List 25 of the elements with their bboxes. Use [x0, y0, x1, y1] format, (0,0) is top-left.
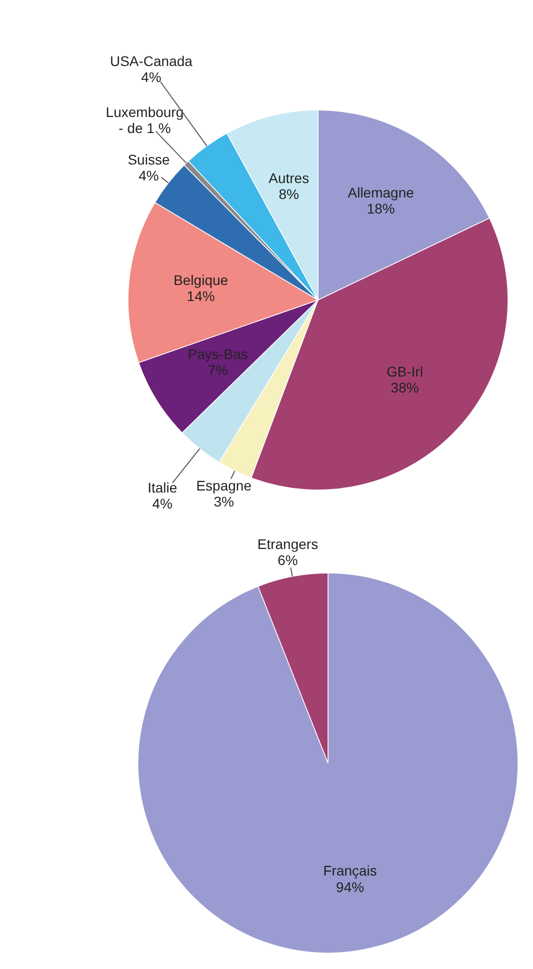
data-label: 6%: [278, 552, 298, 568]
data-label: 4%: [141, 69, 162, 86]
slice-label: Belgique: [174, 272, 228, 288]
data-label: 4%: [138, 168, 159, 184]
slice-label: Suisse: [128, 151, 170, 168]
data-label: 94%: [336, 878, 364, 895]
slice-label: Allemagne: [348, 184, 414, 200]
data-label: 18%: [366, 200, 395, 216]
pie-slice: [138, 572, 518, 954]
slice-label: USA-Canada: [110, 52, 193, 69]
slice-label: Français: [323, 862, 377, 879]
data-label: 14%: [186, 288, 215, 304]
data-label: - de 1 %: [118, 120, 171, 136]
slice-label: Espagne: [196, 477, 252, 494]
slice-label: Autres: [268, 170, 310, 186]
slice-label: Italie: [148, 480, 178, 496]
slice-label: Pays-Bas: [188, 346, 248, 362]
slice-label: Etrangers: [257, 536, 318, 552]
data-label: 4%: [152, 496, 172, 512]
slice-label: GB-Irl: [386, 364, 424, 380]
slice-label: Luxembourg: [106, 104, 184, 120]
data-label: 38%: [390, 380, 419, 396]
data-label: 7%: [208, 362, 228, 378]
data-label: 3%: [214, 493, 234, 510]
data-label: 8%: [278, 186, 299, 202]
